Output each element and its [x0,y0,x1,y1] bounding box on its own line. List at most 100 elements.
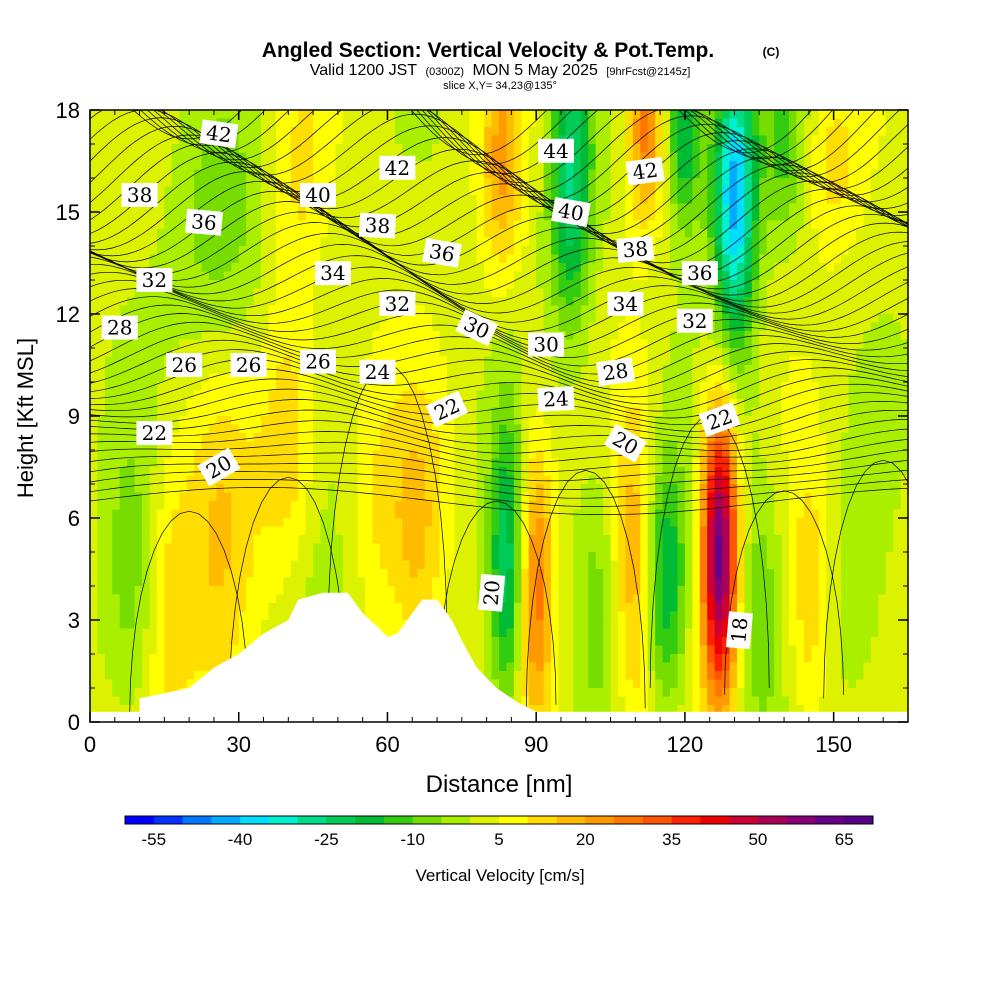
velocity-cell [134,203,143,213]
velocity-cell [417,467,426,477]
velocity-cell [543,458,552,468]
velocity-cell [112,365,121,375]
velocity-cell [551,441,560,451]
velocity-cell [580,110,589,120]
velocity-cell [573,271,582,281]
velocity-cell [521,441,530,451]
velocity-cell [536,441,545,451]
velocity-cell [506,645,515,655]
velocity-cell [402,220,411,230]
velocity-cell [528,637,537,647]
velocity-cell [268,543,277,553]
velocity-cell [231,424,240,434]
velocity-cell [372,569,381,579]
velocity-cell [327,484,336,494]
velocity-cell [424,492,433,502]
velocity-cell [201,433,210,443]
velocity-cell [194,441,203,451]
velocity-cell [417,501,426,511]
velocity-cell [268,492,277,502]
velocity-cell [97,441,106,451]
velocity-cell [156,569,165,579]
velocity-cell [454,229,463,239]
velocity-cell [469,271,478,281]
velocity-cell [142,441,151,451]
velocity-cell [112,458,121,468]
velocity-cell [342,331,351,341]
velocity-cell [194,407,203,417]
velocity-cell [97,637,106,647]
velocity-cell [194,144,203,154]
velocity-cell [104,611,113,621]
velocity-cell [149,144,158,154]
velocity-cell [90,399,99,409]
velocity-cell [208,637,218,647]
velocity-cell [513,688,522,698]
velocity-cell [253,577,262,587]
velocity-cell [171,603,180,613]
velocity-cell [231,433,240,443]
velocity-cell [223,475,232,485]
velocity-cell [179,322,188,332]
velocity-cell [484,365,493,375]
velocity-cell [409,212,418,222]
velocity-cell [521,271,530,281]
velocity-cell [551,263,560,273]
velocity-cell [551,246,560,256]
velocity-cell [409,373,418,383]
velocity-cell [327,118,336,128]
velocity-cell [156,169,165,179]
velocity-cell [194,628,203,638]
velocity-cell [335,178,344,188]
velocity-cell [409,246,418,256]
slice-label: slice X,Y= 34,23@135° [443,80,557,92]
velocity-cell [409,382,418,392]
velocity-cell [402,594,411,604]
velocity-cell [268,254,277,264]
velocity-cell [275,110,284,120]
velocity-cell [536,518,545,528]
velocity-cell [513,110,522,120]
velocity-cell [588,305,597,315]
velocity-cell [432,424,441,434]
velocity-cell [171,161,180,171]
velocity-cell [588,569,597,579]
velocity-cell [298,424,307,434]
velocity-cell [194,399,203,409]
velocity-cell [491,492,500,502]
velocity-cell [283,356,292,366]
velocity-cell [119,169,128,179]
velocity-cell [409,399,418,409]
velocity-cell [268,271,277,281]
velocity-cell [142,220,151,230]
velocity-cell [320,288,329,298]
velocity-cell [446,331,455,341]
velocity-cell [208,594,218,604]
velocity-cell [186,662,195,672]
velocity-cell [580,603,589,613]
velocity-cell [313,339,322,349]
velocity-cell [335,535,344,545]
velocity-cell [357,492,366,502]
velocity-cell [201,271,210,281]
velocity-cell [461,586,470,596]
velocity-cell [357,501,366,511]
velocity-cell [134,229,143,239]
velocity-cell [506,118,515,128]
velocity-cell [536,356,545,366]
velocity-cell [305,509,314,519]
velocity-cell [491,552,500,562]
velocity-cell [446,509,455,519]
velocity-cell [446,484,455,494]
velocity-cell [558,475,567,485]
velocity-cell [580,305,589,315]
velocity-cell [342,203,351,213]
velocity-cell [327,178,336,188]
velocity-cell [543,662,552,672]
velocity-cell [327,288,336,298]
velocity-cell [253,246,262,256]
velocity-cell [424,552,433,562]
velocity-cell [484,433,493,443]
velocity-cell [253,161,262,171]
velocity-cell [290,484,299,494]
